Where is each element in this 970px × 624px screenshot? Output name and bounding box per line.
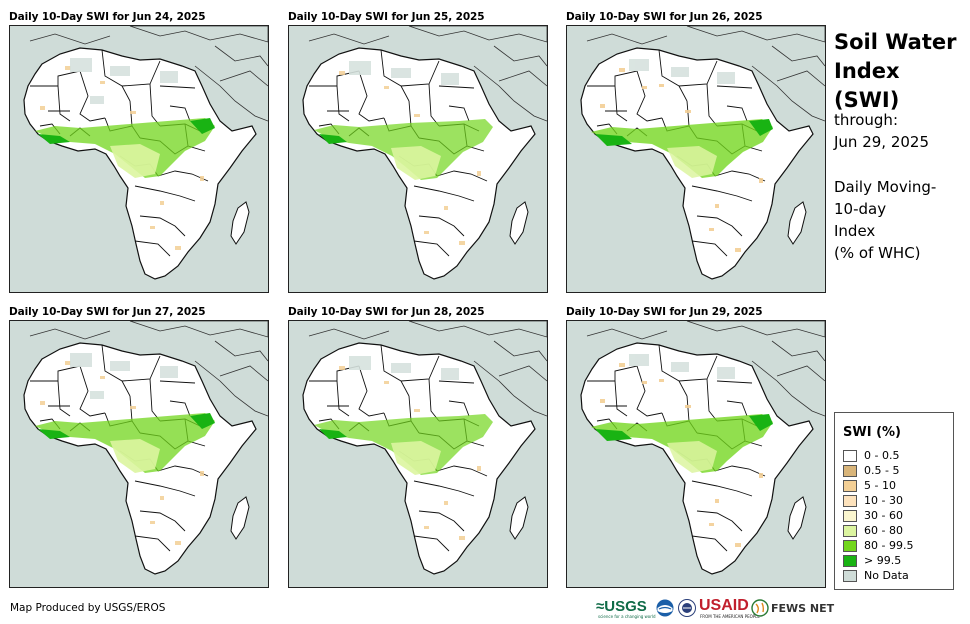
credit-text: Map Produced by USGS/EROS [10,602,166,614]
description-line3: Index [834,222,876,240]
panel-title: Daily 10-Day SWI for Jun 29, 2025 [566,306,763,318]
panel-title: Daily 10-Day SWI for Jun 27, 2025 [9,306,206,318]
description-block: Daily Moving- 10-day Index (% of WHC) [834,176,936,264]
legend-swatch [843,570,857,582]
usaid-logo: USAID [699,597,749,614]
legend-label: 30 - 60 [864,509,903,522]
panel-title: Daily 10-Day SWI for Jun 24, 2025 [9,11,206,23]
swi-map[interactable] [9,25,269,293]
legend-swatch [843,540,857,552]
africa-map [580,321,825,575]
main-title-line1: Soil Water [834,30,957,54]
swi-map[interactable] [9,320,269,588]
commerce-seal-icon [678,599,696,617]
legend-label: > 99.5 [864,554,902,567]
legend-label: No Data [864,569,909,582]
panel-title: Daily 10-Day SWI for Jun 26, 2025 [566,11,763,23]
legend-swatch [843,480,857,492]
africa-map [23,321,268,575]
description-line4: (% of WHC) [834,244,921,262]
fews-globe-icon [751,599,769,617]
legend-label: 0 - 0.5 [864,449,900,462]
swi-map[interactable] [566,320,826,588]
legend-title: SWI (%) [843,425,901,440]
fews-net-logo: FEWS NET [771,602,835,615]
swi-map[interactable] [566,25,826,293]
usgs-tagline: science for a changing world [598,614,656,619]
panel-title: Daily 10-Day SWI for Jun 28, 2025 [288,306,485,318]
legend-label: 10 - 30 [864,494,903,507]
usaid-tagline: FROM THE AMERICAN PEOPLE [700,614,760,619]
legend-swatch [843,465,857,477]
africa-map [580,26,825,280]
description-line1: Daily Moving- [834,178,937,196]
legend-label: 60 - 80 [864,524,903,537]
africa-map [23,26,268,280]
legend-swatch [843,510,857,522]
main-title-line2: Index (SWI) [834,59,900,112]
legend-swatch [843,525,857,537]
main-title: Soil Water Index (SWI) [834,28,970,115]
africa-map [302,321,547,575]
legend-swatch [843,450,857,462]
legend-label: 80 - 99.5 [864,539,914,552]
through-date: Jun 29, 2025 [834,133,930,151]
swi-map[interactable] [288,25,548,293]
panel-title: Daily 10-Day SWI for Jun 25, 2025 [288,11,485,23]
legend-swatch [843,555,857,567]
legend: SWI (%) 0 - 0.5 0.5 - 5 5 - 10 10 - 30 3… [834,412,954,590]
through-block: through: Jun 29, 2025 [834,109,929,153]
legend-label: 0.5 - 5 [864,464,900,477]
swi-map[interactable] [288,320,548,588]
through-label: through: [834,111,898,129]
legend-label: 5 - 10 [864,479,896,492]
africa-map [302,26,547,280]
legend-swatch [843,495,857,507]
noaa-logo-icon [656,599,674,617]
usgs-logo: ≈USGS [596,598,647,615]
description-line2: 10-day [834,200,887,218]
